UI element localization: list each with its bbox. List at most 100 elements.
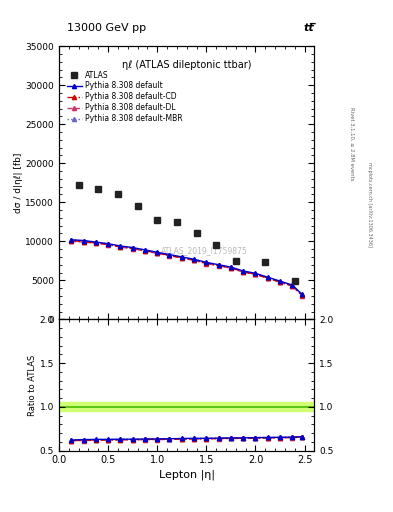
Pythia 8.308 default-MBR	[155, 249, 160, 255]
Pythia 8.308 default-CD	[278, 279, 283, 285]
Text: 13000 GeV pp: 13000 GeV pp	[67, 23, 146, 33]
Pythia 8.308 default	[290, 282, 295, 288]
ATLAS	[135, 203, 140, 209]
Line: ATLAS: ATLAS	[75, 182, 298, 284]
ATLAS	[76, 182, 81, 188]
Pythia 8.308 default	[167, 251, 172, 258]
Legend: ATLAS, Pythia 8.308 default, Pythia 8.308 default-CD, Pythia 8.308 default-DL, P: ATLAS, Pythia 8.308 default, Pythia 8.30…	[65, 69, 184, 125]
Pythia 8.308 default-DL	[106, 242, 110, 248]
Pythia 8.308 default-MBR	[180, 254, 184, 261]
Pythia 8.308 default	[278, 278, 283, 284]
Pythia 8.308 default-MBR	[94, 240, 98, 246]
Pythia 8.308 default	[216, 262, 221, 268]
Pythia 8.308 default	[106, 241, 110, 247]
Pythia 8.308 default-MBR	[216, 262, 221, 268]
Pythia 8.308 default	[155, 249, 160, 255]
Pythia 8.308 default-MBR	[118, 243, 123, 249]
Pythia 8.308 default	[69, 237, 73, 243]
Pythia 8.308 default-CD	[155, 250, 160, 256]
Pythia 8.308 default	[130, 244, 135, 250]
Pythia 8.308 default-MBR	[229, 264, 233, 270]
Pythia 8.308 default-DL	[241, 269, 246, 275]
Pythia 8.308 default-CD	[167, 252, 172, 259]
Pythia 8.308 default-MBR	[81, 238, 86, 244]
ATLAS	[174, 219, 179, 225]
Pythia 8.308 default-CD	[241, 269, 246, 275]
Pythia 8.308 default-CD	[216, 263, 221, 269]
Text: Rivet 3.1.10, ≥ 2.8M events: Rivet 3.1.10, ≥ 2.8M events	[349, 106, 354, 180]
Pythia 8.308 default	[81, 238, 86, 244]
Pythia 8.308 default-CD	[118, 244, 123, 250]
Pythia 8.308 default-DL	[180, 255, 184, 261]
Pythia 8.308 default-DL	[278, 279, 283, 285]
Bar	[59, 402, 314, 411]
Pythia 8.308 default-DL	[130, 246, 135, 252]
Pythia 8.308 default	[94, 239, 98, 245]
Pythia 8.308 default-DL	[300, 292, 305, 298]
Pythia 8.308 default-MBR	[265, 274, 270, 281]
Pythia 8.308 default-CD	[81, 239, 86, 245]
Line: Pythia 8.308 default-DL: Pythia 8.308 default-DL	[69, 239, 304, 297]
Pythia 8.308 default-DL	[94, 240, 98, 246]
Pythia 8.308 default-MBR	[69, 237, 73, 243]
Pythia 8.308 default-CD	[300, 292, 305, 298]
Text: ATLAS_2019_I1759875: ATLAS_2019_I1759875	[161, 247, 248, 255]
Pythia 8.308 default-DL	[192, 258, 196, 264]
Pythia 8.308 default	[143, 247, 147, 253]
ATLAS	[194, 230, 199, 237]
Pythia 8.308 default-CD	[192, 257, 196, 263]
X-axis label: Lepton |η|: Lepton |η|	[159, 470, 215, 480]
Pythia 8.308 default-CD	[265, 275, 270, 281]
Pythia 8.308 default	[253, 270, 258, 276]
Pythia 8.308 default-DL	[155, 250, 160, 257]
ATLAS	[292, 278, 297, 284]
Pythia 8.308 default-MBR	[300, 292, 305, 298]
Pythia 8.308 default-MBR	[253, 271, 258, 277]
ATLAS	[263, 259, 268, 265]
Pythia 8.308 default-DL	[69, 238, 73, 244]
ATLAS	[214, 242, 219, 248]
Pythia 8.308 default-MBR	[278, 279, 283, 285]
Pythia 8.308 default	[180, 254, 184, 260]
Pythia 8.308 default-DL	[204, 261, 209, 267]
ATLAS	[116, 191, 120, 198]
ATLAS	[96, 186, 101, 192]
Pythia 8.308 default-MBR	[130, 245, 135, 251]
Line: Pythia 8.308 default: Pythia 8.308 default	[69, 238, 304, 296]
Pythia 8.308 default-MBR	[192, 257, 196, 263]
Pythia 8.308 default-CD	[106, 241, 110, 247]
Pythia 8.308 default-DL	[167, 252, 172, 259]
Pythia 8.308 default-CD	[180, 254, 184, 261]
Line: Pythia 8.308 default-MBR: Pythia 8.308 default-MBR	[69, 238, 304, 297]
Text: ηℓ (ATLAS dileptonic ttbar): ηℓ (ATLAS dileptonic ttbar)	[122, 60, 252, 70]
Y-axis label: Ratio to ATLAS: Ratio to ATLAS	[28, 354, 37, 416]
Pythia 8.308 default-DL	[118, 244, 123, 250]
Pythia 8.308 default	[204, 259, 209, 265]
ATLAS	[155, 217, 160, 223]
ATLAS	[233, 258, 238, 264]
Pythia 8.308 default	[265, 274, 270, 280]
Pythia 8.308 default-CD	[130, 245, 135, 251]
Pythia 8.308 default-MBR	[143, 247, 147, 253]
Pythia 8.308 default-DL	[290, 283, 295, 289]
Pythia 8.308 default-CD	[229, 265, 233, 271]
Pythia 8.308 default-CD	[143, 248, 147, 254]
Pythia 8.308 default-CD	[253, 271, 258, 277]
Pythia 8.308 default-MBR	[167, 252, 172, 258]
Y-axis label: dσ / d|ηℓ| [fb]: dσ / d|ηℓ| [fb]	[14, 153, 22, 213]
Pythia 8.308 default-CD	[204, 260, 209, 266]
Pythia 8.308 default-DL	[253, 271, 258, 278]
Pythia 8.308 default-DL	[81, 239, 86, 245]
Pythia 8.308 default	[192, 256, 196, 262]
Pythia 8.308 default-DL	[229, 265, 233, 271]
Pythia 8.308 default	[241, 268, 246, 274]
Pythia 8.308 default	[118, 243, 123, 249]
Pythia 8.308 default	[229, 264, 233, 270]
Pythia 8.308 default-DL	[143, 248, 147, 254]
Text: mcplots.cern.ch [arXiv:1306.3436]: mcplots.cern.ch [arXiv:1306.3436]	[367, 162, 372, 247]
Pythia 8.308 default-MBR	[241, 268, 246, 274]
Line: Pythia 8.308 default-CD: Pythia 8.308 default-CD	[69, 239, 304, 297]
Pythia 8.308 default-CD	[69, 238, 73, 244]
Pythia 8.308 default-DL	[265, 275, 270, 282]
Pythia 8.308 default-MBR	[204, 260, 209, 266]
